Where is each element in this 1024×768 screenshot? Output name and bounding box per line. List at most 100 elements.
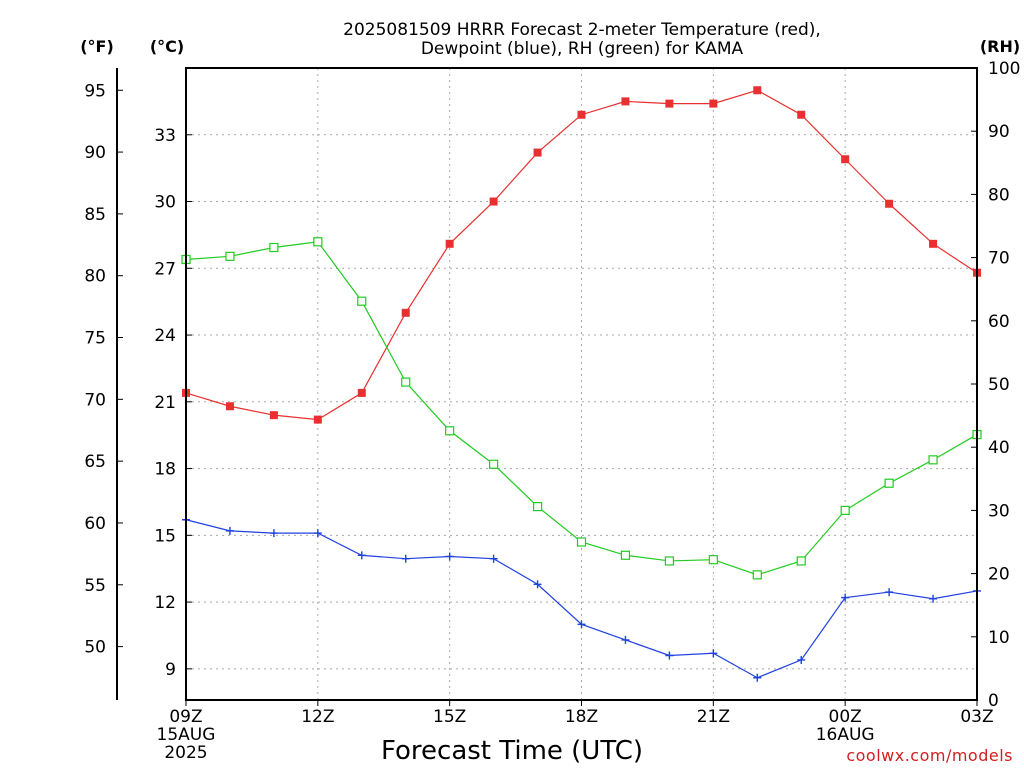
- rh-point: [620, 550, 631, 560]
- temperature-point: [533, 148, 542, 157]
- dewpoint-point: [665, 651, 674, 660]
- rh-point: [752, 570, 762, 580]
- x-tick-label: 09Z: [169, 707, 202, 727]
- temperature-point: [841, 155, 850, 164]
- plot-frame: [185, 67, 978, 701]
- rh-tick-label: 40: [988, 438, 1010, 458]
- chart-title-line-1: 2025081509 HRRR Forecast 2-meter Tempera…: [343, 20, 821, 40]
- dewpoint-point: [401, 554, 410, 563]
- rh-point: [489, 459, 499, 469]
- dewpoint-point: [489, 554, 498, 563]
- grid-lines: [186, 68, 977, 700]
- rh-point: [445, 426, 455, 436]
- rh-tick-label: 30: [988, 501, 1010, 521]
- celsius-tick-label: 24: [154, 326, 176, 346]
- temperature-point: [621, 97, 630, 106]
- dewpoint-point: [797, 655, 806, 664]
- celsius-tick-label: 15: [154, 526, 176, 546]
- rh-point: [576, 537, 587, 547]
- rh-point: [401, 377, 411, 387]
- rh-point: [532, 502, 543, 512]
- chart-title-line-2: Dewpoint (blue), RH (green) for KAMA: [421, 39, 744, 59]
- rh-tick-label: 20: [988, 565, 1010, 585]
- dewpoint-point: [929, 594, 938, 603]
- celsius-tick-label: 33: [154, 126, 176, 146]
- fahrenheit-tick-label: 75: [84, 329, 106, 349]
- x-tick-label: 18Z: [565, 707, 598, 727]
- fahrenheit-tick-label: 55: [84, 576, 106, 596]
- temperature-point: [313, 415, 322, 424]
- dewpoint-point: [225, 526, 234, 535]
- rh-unit-label: (RH): [980, 37, 1020, 56]
- rh-point: [357, 296, 367, 306]
- fahrenheit-tick-label: 70: [84, 390, 106, 410]
- dewpoint-point: [753, 673, 762, 682]
- temperature-point: [401, 308, 410, 317]
- dewpoint-point: [709, 649, 718, 658]
- fahrenheit-tick-label: 50: [84, 638, 106, 658]
- temperature-point: [577, 110, 586, 119]
- temperature-point: [797, 110, 806, 119]
- dewpoint-point: [445, 552, 454, 561]
- dewpoint-point: [885, 588, 894, 597]
- dewpoint-point: [577, 620, 586, 629]
- celsius-tick-label: 12: [154, 593, 176, 613]
- temperature-point: [489, 197, 498, 206]
- temperature-point: [665, 99, 674, 108]
- dewpoint-point: [313, 529, 322, 538]
- credit-text: coolwx.com/models: [846, 746, 1013, 765]
- rh-point: [884, 478, 894, 488]
- rh-tick-label: 100: [988, 59, 1020, 79]
- temperature-point: [269, 411, 278, 420]
- dewpoint-point: [357, 551, 366, 560]
- rh-point: [664, 556, 674, 566]
- celsius-tick-label: 30: [154, 193, 176, 213]
- temperature-point: [225, 402, 234, 411]
- fahrenheit-tick-label: 95: [84, 81, 106, 101]
- celsius-tick-label: 18: [154, 460, 176, 480]
- rh-tick-label: 10: [988, 628, 1010, 648]
- temperature-point: [709, 99, 718, 108]
- x-tick-label: 00Z: [829, 707, 862, 727]
- temperature-point: [885, 199, 894, 208]
- fahrenheit-tick-label: 80: [84, 267, 106, 287]
- rh-point: [225, 251, 235, 261]
- x-tick-label: 03Z: [960, 707, 993, 727]
- temperature-point: [753, 86, 762, 95]
- x-tick-label: 21Z: [697, 707, 730, 727]
- fahrenheit-unit-label: (°F): [80, 37, 114, 56]
- rh-tick-label: 0: [988, 691, 999, 711]
- temperature-point: [929, 239, 938, 248]
- temperature-point: [445, 239, 454, 248]
- celsius-unit-label: (°C): [150, 37, 184, 56]
- rh-point: [269, 242, 279, 253]
- rh-point: [928, 455, 938, 465]
- rh-tick-label: 50: [988, 375, 1010, 395]
- x-tick-label: 15Z: [433, 707, 466, 727]
- dewpoint-point: [533, 580, 542, 589]
- fahrenheit-tick-label: 65: [84, 452, 106, 472]
- celsius-tick-label: 27: [154, 259, 176, 279]
- rh-tick-label: 70: [988, 249, 1010, 269]
- x-tick-label: 2025: [164, 743, 207, 763]
- rh-tick-label: 60: [988, 312, 1010, 332]
- x-tick-label: 12Z: [301, 707, 334, 727]
- x-tick-label: 16AUG: [816, 725, 875, 745]
- rh-point: [796, 556, 806, 566]
- dewpoint-point: [269, 529, 278, 538]
- temperature-point: [357, 388, 366, 397]
- x-tick-label: 15AUG: [157, 725, 216, 745]
- dewpoint-point: [621, 635, 630, 644]
- series-layer: [181, 86, 982, 682]
- rh-point: [840, 505, 850, 515]
- fahrenheit-tick-label: 60: [84, 514, 106, 534]
- dewpoint-point: [841, 593, 850, 602]
- x-axis-title: Forecast Time (UTC): [381, 736, 643, 766]
- rh-point: [313, 237, 323, 247]
- fahrenheit-tick-label: 85: [84, 205, 106, 225]
- celsius-tick-label: 21: [154, 393, 176, 413]
- rh-tick-label: 80: [988, 185, 1010, 205]
- rh-point: [708, 555, 718, 565]
